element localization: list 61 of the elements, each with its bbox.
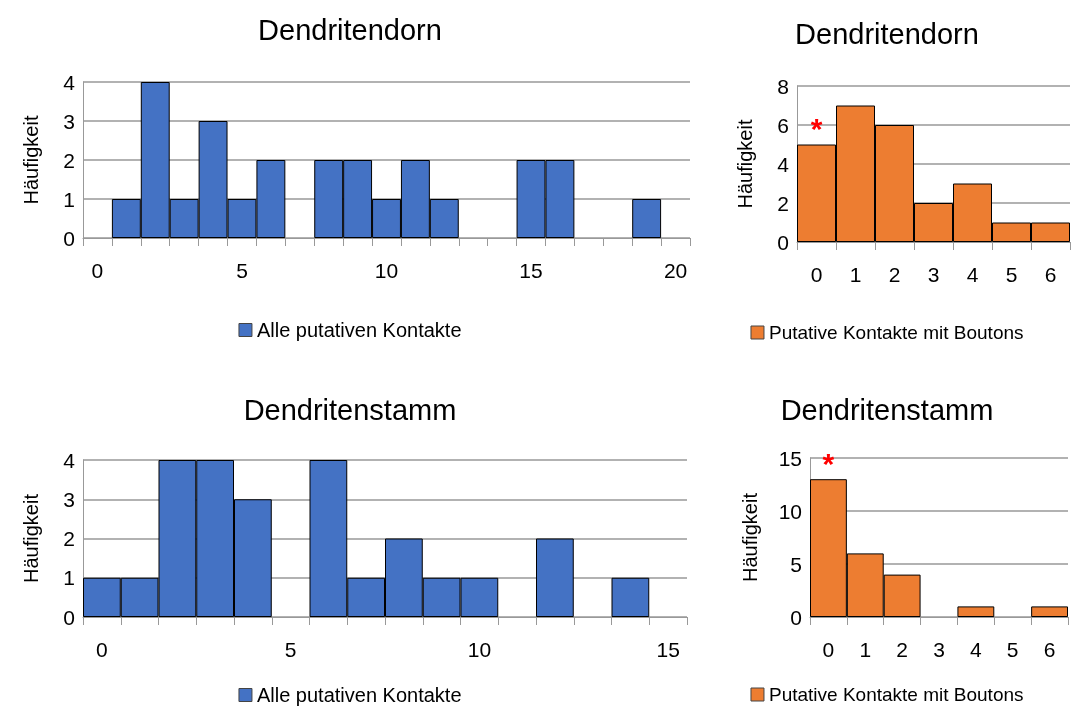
chart-title: Dendritenstamm xyxy=(243,393,457,426)
x-tick-label: 5 xyxy=(284,638,297,661)
x-tick-label: 2 xyxy=(896,638,908,661)
y-tick-label: 10 xyxy=(778,499,802,523)
chart-title: Dendritenstamm xyxy=(780,393,994,426)
y-axis-title: Häufigkeit xyxy=(20,493,42,583)
y-tick-label: 0 xyxy=(790,605,802,629)
y-tick-label: 0 xyxy=(63,605,75,629)
x-tick-label: 1 xyxy=(859,638,872,661)
y-tick-label: 15 xyxy=(778,446,802,470)
x-tick-label: 20 xyxy=(663,259,688,282)
y-tick-label: 1 xyxy=(63,566,75,590)
y-axis-title: Häufigkeit xyxy=(20,115,42,205)
x-tick-label: 1 xyxy=(849,263,862,286)
x-tick-label: 0 xyxy=(91,259,104,282)
y-tick-label: 2 xyxy=(63,148,75,172)
bar xyxy=(632,199,662,238)
bar xyxy=(536,538,574,617)
y-tick-label: 8 xyxy=(777,74,789,98)
legend-label: Putative Kontakte mit Boutons xyxy=(768,322,1024,343)
x-tick-label: 15 xyxy=(656,638,680,661)
annotation: * xyxy=(822,446,835,480)
x-tick-label: 5 xyxy=(236,259,248,282)
y-tick-label: 4 xyxy=(777,152,790,176)
y-axis-title: Häufigkeit xyxy=(739,492,761,582)
y-tick-label: 2 xyxy=(777,191,789,215)
legend-label: Putative Kontakte mit Boutons xyxy=(768,684,1024,705)
x-tick-label: 4 xyxy=(966,263,979,286)
annotation: * xyxy=(810,112,823,145)
y-tick-label: 0 xyxy=(63,226,75,250)
x-tick-label: 3 xyxy=(927,263,940,286)
y-tick-label: 1 xyxy=(63,187,75,211)
y-tick-label: 4 xyxy=(63,448,76,472)
x-tick-label: 2 xyxy=(888,263,901,286)
bar xyxy=(1031,606,1068,617)
x-tick-label: 5 xyxy=(1005,263,1018,286)
y-tick-label: 5 xyxy=(790,552,802,576)
x-tick-label: 10 xyxy=(467,638,492,661)
chart-title: Dendritendorn xyxy=(258,13,442,46)
x-tick-label: 0 xyxy=(822,638,835,661)
x-tick-label: 10 xyxy=(374,259,399,282)
x-tick-label: 0 xyxy=(810,263,823,286)
legend-label: Alle putativen Kontakte xyxy=(256,319,462,341)
y-tick-label: 6 xyxy=(777,113,789,137)
x-tick-label: 3 xyxy=(933,638,945,661)
x-tick-label: 4 xyxy=(970,638,983,661)
bar xyxy=(611,577,650,617)
y-tick-label: 4 xyxy=(63,70,76,94)
x-tick-label: 0 xyxy=(96,638,108,661)
bar xyxy=(957,606,995,617)
x-tick-label: 5 xyxy=(1006,638,1019,661)
x-tick-label: 6 xyxy=(1044,263,1057,286)
chart-title: Dendritendorn xyxy=(795,17,979,50)
y-tick-label: 3 xyxy=(63,487,75,511)
x-tick-label: 6 xyxy=(1043,638,1056,661)
y-tick-label: 3 xyxy=(63,109,75,133)
y-axis-title: Häufigkeit xyxy=(734,119,756,209)
y-tick-label: 0 xyxy=(777,230,789,254)
y-tick-label: 2 xyxy=(63,527,75,550)
x-tick-label: 15 xyxy=(519,259,543,282)
legend-label: Alle putativen Kontakte xyxy=(256,684,462,706)
